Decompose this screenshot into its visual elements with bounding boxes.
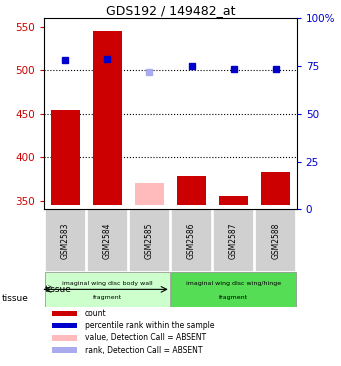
Bar [45,209,86,272]
Text: GSM2585: GSM2585 [145,223,154,259]
Title: GDS192 / 149482_at: GDS192 / 149482_at [106,4,235,17]
Bar [52,311,77,316]
Text: count: count [85,309,106,318]
Bar [129,209,170,272]
Bar [87,209,128,272]
Bar [219,195,248,205]
Bar [171,209,212,272]
Text: percentile rank within the sample: percentile rank within the sample [85,321,214,330]
Bar [45,272,170,307]
Text: value, Detection Call = ABSENT: value, Detection Call = ABSENT [85,333,206,342]
Text: GSM2586: GSM2586 [187,223,196,259]
Bar [93,31,122,205]
Bar [135,183,164,205]
Bar [52,323,77,328]
Bar [52,335,77,341]
Bar [261,172,291,205]
Text: imaginal wing disc wing/hinge: imaginal wing disc wing/hinge [186,281,281,285]
Bar [50,109,80,205]
Text: fragment: fragment [219,295,248,299]
Text: tissue: tissue [2,294,29,303]
Bar [255,209,296,272]
Bar [52,347,77,353]
Text: GSM2588: GSM2588 [271,223,280,259]
Text: rank, Detection Call = ABSENT: rank, Detection Call = ABSENT [85,346,202,355]
Text: tissue: tissue [45,285,72,294]
Bar [213,209,254,272]
Bar [171,272,296,307]
Text: imaginal wing disc body wall: imaginal wing disc body wall [62,281,153,285]
Bar [177,176,206,205]
Text: GSM2587: GSM2587 [229,223,238,259]
Text: GSM2583: GSM2583 [61,223,70,259]
Text: fragment: fragment [93,295,122,299]
Text: GSM2584: GSM2584 [103,223,112,259]
